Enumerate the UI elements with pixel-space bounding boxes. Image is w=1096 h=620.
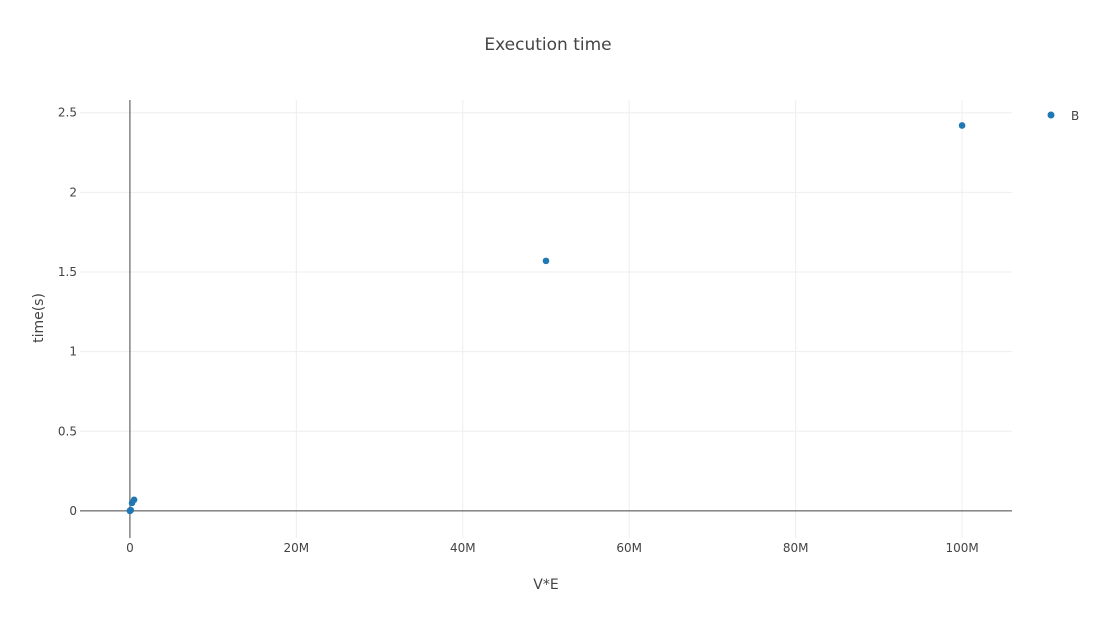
x-tick-label: 80M [783,541,809,555]
tick-labels: 0 20M 40M 60M 80M 100M 0 0.5 1 1.5 2 2.5 [58,106,979,555]
data-point[interactable] [127,506,135,514]
data-points [126,122,966,515]
y-tick-label: 2.5 [58,106,77,120]
y-tick-label: 0.5 [58,424,77,438]
x-tick-label: 20M [284,541,310,555]
data-point[interactable] [958,122,966,129]
x-tick-label: 100M [945,541,978,555]
zero-lines [80,100,1012,538]
legend-marker-b [1047,111,1055,119]
chart-title: Execution time [484,35,611,55]
x-tick-label: 40M [450,541,476,555]
data-point[interactable] [130,496,138,504]
grid [80,100,1012,538]
y-tick-label: 2 [69,185,77,199]
x-axis-label: V*E [533,577,558,593]
y-tick-label: 1 [69,345,77,359]
legend[interactable]: B [1047,109,1080,123]
data-point[interactable] [542,257,550,265]
legend-label-b: B [1071,109,1079,123]
y-tick-label: 0 [69,504,77,518]
x-tick-label: 0 [126,541,134,555]
y-axis-label: time(s) [31,293,47,343]
x-tick-label: 60M [616,541,642,555]
y-tick-label: 1.5 [58,265,77,279]
